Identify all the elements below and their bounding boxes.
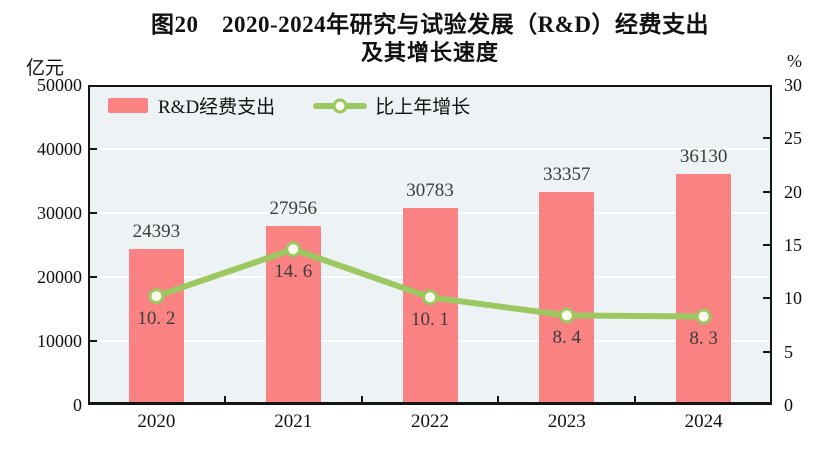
bar-value-label: 24393 bbox=[132, 220, 181, 242]
line-value-label: 8. 4 bbox=[552, 327, 582, 349]
left-axis-tick-label: 40000 bbox=[37, 139, 82, 159]
right-axis-tick bbox=[763, 350, 772, 353]
right-axis-tick-label: 0 bbox=[784, 395, 793, 415]
right-axis-tick-label: 25 bbox=[784, 128, 802, 149]
left-axis-tick bbox=[88, 212, 97, 214]
line-point-marker bbox=[285, 241, 302, 258]
line-point-marker bbox=[558, 307, 575, 324]
growth-line-svg bbox=[148, 241, 712, 325]
x-axis-tick-label: 2021 bbox=[274, 411, 313, 432]
left-axis-tick-label: 0 bbox=[73, 395, 82, 415]
line-value-label: 10. 2 bbox=[137, 308, 176, 330]
line-value-label: 8. 3 bbox=[689, 328, 718, 350]
bar bbox=[128, 248, 184, 405]
line-value-label: 10. 1 bbox=[411, 309, 449, 331]
right-axis-tick bbox=[763, 244, 772, 246]
left-axis-tick-label: 30000 bbox=[37, 203, 82, 223]
left-axis-tick bbox=[88, 276, 97, 278]
line-point-marker bbox=[695, 308, 712, 325]
right-axis-tick bbox=[763, 137, 772, 140]
line-point-marker bbox=[148, 288, 165, 305]
left-axis-tick-label: 50000 bbox=[37, 75, 82, 95]
bar-value-label: 33357 bbox=[543, 163, 591, 185]
x-axis-tick-label: 2023 bbox=[547, 411, 586, 432]
chart-title-line2: 及其增长速度 bbox=[360, 40, 499, 65]
legend-bar-label: R&D经费支出 bbox=[158, 97, 276, 118]
right-axis-tick-label: 5 bbox=[784, 341, 793, 362]
x-axis-tick-label: 2024 bbox=[684, 411, 723, 432]
x-axis-tick bbox=[634, 396, 637, 405]
plot-area: 24393 27956 30783 33357 36130 10. 2 14. 6 10. … bbox=[88, 85, 772, 405]
right-axis-tick-label: 15 bbox=[784, 235, 802, 255]
right-axis-tick-label: 10 bbox=[784, 288, 802, 309]
legend: R&D经费支出 比上年增长 bbox=[108, 92, 470, 119]
bar bbox=[539, 191, 595, 405]
left-axis-unit-label: 亿元 bbox=[26, 58, 65, 79]
left-axis-tick-label: 10000 bbox=[37, 331, 82, 351]
bar bbox=[402, 208, 458, 405]
growth-line bbox=[153, 246, 707, 320]
right-axis-tick bbox=[763, 190, 772, 193]
right-axis-tick-label: 20 bbox=[784, 181, 802, 202]
line-value-label: 14. 6 bbox=[274, 261, 313, 283]
bar-value-label: 30783 bbox=[406, 180, 454, 201]
right-axis-tick-label: 30 bbox=[784, 75, 802, 95]
bar-value-label: 27956 bbox=[269, 198, 317, 220]
x-axis-tick bbox=[223, 396, 226, 405]
x-axis-tick bbox=[497, 396, 500, 405]
chart-title-line1: 图20 2020-2024年研究与试验发展（R&D）经费支出 bbox=[150, 12, 710, 37]
left-axis-tick-label: 20000 bbox=[37, 267, 82, 287]
legend-line-marker-icon bbox=[313, 97, 368, 115]
gridline bbox=[88, 148, 772, 150]
legend-line-label: 比上年增长 bbox=[375, 97, 471, 118]
legend-bar-swatch-icon bbox=[108, 98, 148, 113]
x-axis-tick-label: 2022 bbox=[411, 411, 449, 432]
right-axis-unit-label: % bbox=[787, 51, 802, 71]
left-axis-tick bbox=[88, 148, 97, 150]
x-axis-tick-label: 2020 bbox=[137, 411, 176, 432]
right-axis-tick bbox=[763, 297, 772, 300]
left-axis-tick bbox=[88, 340, 97, 342]
bar bbox=[676, 173, 732, 405]
x-axis-tick bbox=[360, 396, 363, 405]
line-point-marker bbox=[422, 289, 438, 306]
bar-value-label: 36130 bbox=[679, 145, 728, 167]
